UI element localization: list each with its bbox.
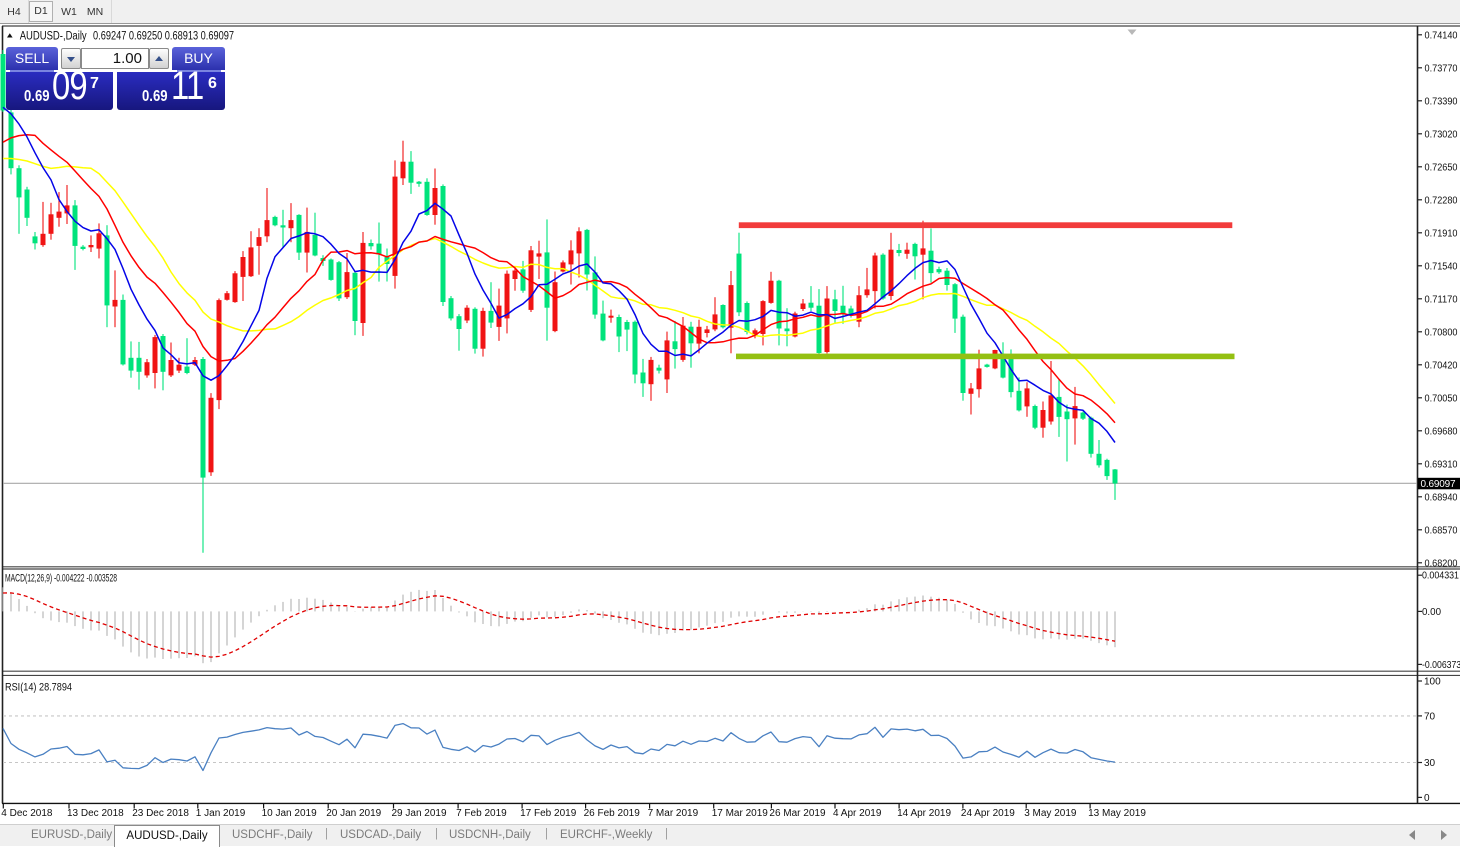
- svg-text:0.69097: 0.69097: [1421, 479, 1456, 490]
- svg-text:7 Feb 2019: 7 Feb 2019: [456, 808, 507, 819]
- svg-text:29 Jan 2019: 29 Jan 2019: [392, 808, 447, 819]
- svg-text:26 Feb 2019: 26 Feb 2019: [584, 808, 641, 819]
- svg-text:13 May 2019: 13 May 2019: [1088, 808, 1146, 819]
- svg-text:26 Mar 2019: 26 Mar 2019: [769, 808, 826, 819]
- svg-text:10 Jan 2019: 10 Jan 2019: [262, 808, 317, 819]
- svg-text:0.73020: 0.73020: [1425, 129, 1458, 140]
- svg-text:0: 0: [1424, 793, 1430, 804]
- svg-text:24 Apr 2019: 24 Apr 2019: [961, 808, 1015, 819]
- svg-text:100: 100: [1424, 677, 1441, 688]
- svg-text:4 Dec 2018: 4 Dec 2018: [1, 808, 53, 819]
- svg-text:0.69310: 0.69310: [1425, 459, 1458, 470]
- svg-text:0.71170: 0.71170: [1425, 294, 1458, 305]
- svg-text:0.72650: 0.72650: [1425, 162, 1458, 173]
- svg-text:-0.0063735: -0.0063735: [1422, 660, 1460, 671]
- svg-text:0.00: 0.00: [1422, 607, 1441, 618]
- svg-text:0.71910: 0.71910: [1425, 228, 1458, 239]
- svg-text:MACD(12,26,9) -0.004222 -0.003: MACD(12,26,9) -0.004222 -0.003528: [5, 573, 117, 585]
- svg-text:0.69680: 0.69680: [1425, 426, 1458, 437]
- svg-text:7 Mar 2019: 7 Mar 2019: [648, 808, 699, 819]
- svg-text:17 Feb 2019: 17 Feb 2019: [520, 808, 577, 819]
- svg-text:17 Mar 2019: 17 Mar 2019: [712, 808, 769, 819]
- svg-text:0.004331: 0.004331: [1422, 571, 1459, 582]
- svg-text:RSI(14) 28.7894: RSI(14) 28.7894: [5, 682, 72, 694]
- svg-text:0.74140: 0.74140: [1425, 30, 1458, 41]
- svg-text:23 Dec 2018: 23 Dec 2018: [132, 808, 189, 819]
- svg-text:0.73390: 0.73390: [1425, 96, 1458, 107]
- svg-text:0.71540: 0.71540: [1425, 261, 1458, 272]
- svg-text:0.70420: 0.70420: [1425, 360, 1458, 371]
- svg-text:30: 30: [1424, 758, 1436, 769]
- svg-text:3 May 2019: 3 May 2019: [1024, 808, 1077, 819]
- svg-text:0.73770: 0.73770: [1425, 63, 1458, 74]
- svg-text:70: 70: [1424, 711, 1436, 722]
- svg-text:4 Apr 2019: 4 Apr 2019: [833, 808, 882, 819]
- svg-text:20 Jan 2019: 20 Jan 2019: [326, 808, 381, 819]
- svg-text:14 Apr 2019: 14 Apr 2019: [897, 808, 951, 819]
- svg-text:0.68570: 0.68570: [1425, 525, 1458, 536]
- svg-text:0.69247 0.69250 0.68913 0.6909: 0.69247 0.69250 0.68913 0.69097: [93, 31, 234, 43]
- svg-text:AUDUSD-,Daily: AUDUSD-,Daily: [20, 31, 87, 43]
- svg-text:13 Dec 2018: 13 Dec 2018: [67, 808, 124, 819]
- svg-text:0.70800: 0.70800: [1425, 327, 1458, 338]
- svg-text:0.70050: 0.70050: [1425, 393, 1458, 404]
- svg-text:0.68940: 0.68940: [1425, 492, 1458, 503]
- svg-text:0.72280: 0.72280: [1425, 195, 1458, 206]
- svg-text:1 Jan 2019: 1 Jan 2019: [196, 808, 246, 819]
- svg-text:0.68200: 0.68200: [1425, 558, 1458, 569]
